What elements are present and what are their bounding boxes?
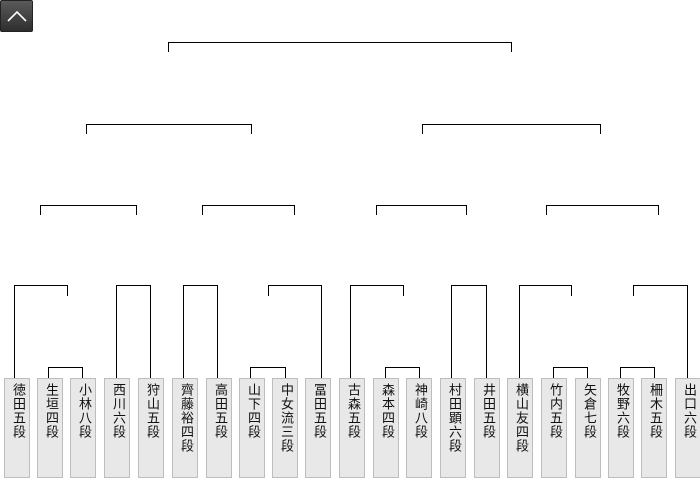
bracket-line: [48, 367, 83, 378]
player-name: 冨田五段: [311, 383, 326, 439]
player-slot: 井田五段: [474, 378, 500, 478]
player-name: 古森五段: [345, 383, 360, 439]
player-slot: 高田五段: [206, 378, 232, 478]
player-name: 村田顕六段: [446, 383, 461, 453]
bracket-line: [633, 285, 688, 378]
bracket-line: [116, 285, 151, 378]
player-name: 竹内五段: [547, 383, 562, 439]
player-name: 中女流三段: [278, 383, 293, 453]
bracket-line: [86, 124, 252, 134]
player-name: 山下四段: [245, 383, 260, 439]
player-name: 小林八段: [76, 383, 91, 439]
bracket-line: [451, 285, 487, 378]
bracket-line: [40, 205, 137, 215]
bracket-line: [202, 205, 295, 215]
bracket-line: [250, 367, 286, 378]
player-slot: 小林八段: [70, 378, 96, 478]
player-slot: 神崎八段: [406, 378, 432, 478]
player-slot: 出口六段: [675, 378, 700, 478]
bracket-line: [553, 367, 588, 378]
player-name: 狩山五段: [144, 383, 159, 439]
bracket-line: [376, 205, 467, 215]
player-slot: 齊藤裕四段: [172, 378, 198, 478]
player-slot: 牧野六段: [608, 378, 634, 478]
player-slot: 徳田五段: [4, 378, 30, 478]
bracket-line: [620, 367, 655, 378]
player-name: 井田五段: [480, 383, 495, 439]
player-slot: 狩山五段: [138, 378, 164, 478]
bracket-line: [168, 42, 512, 52]
player-slot: 山下四段: [239, 378, 265, 478]
bracket-line: [350, 285, 404, 378]
player-slot: 生垣四段: [37, 378, 63, 478]
bracket-line: [183, 285, 218, 378]
player-slot: 冨田五段: [305, 378, 331, 478]
player-name: 矢倉七段: [581, 383, 596, 439]
player-slot: 西川六段: [104, 378, 130, 478]
bracket-line: [546, 205, 659, 215]
player-slot: 森本四段: [373, 378, 399, 478]
player-name: 神崎八段: [412, 383, 427, 439]
bracket-line: [385, 367, 420, 378]
player-name: 牧野六段: [614, 383, 629, 439]
player-name: 高田五段: [212, 383, 227, 439]
player-name: 柵木五段: [647, 383, 662, 439]
bracket-line: [268, 285, 322, 378]
bracket-line: [14, 285, 68, 378]
player-slot: 竹内五段: [541, 378, 567, 478]
player-slot: 横山友四段: [507, 378, 533, 478]
player-slot: 中女流三段: [272, 378, 298, 478]
player-slot: 古森五段: [339, 378, 365, 478]
scroll-up-button[interactable]: [0, 0, 33, 32]
player-name: 出口六段: [681, 383, 696, 439]
bracket-line: [422, 124, 601, 134]
player-name: 徳田五段: [10, 383, 25, 439]
player-name: 齊藤裕四段: [178, 383, 193, 453]
player-slot: 矢倉七段: [575, 378, 601, 478]
player-slot: 村田顕六段: [440, 378, 466, 478]
player-name: 生垣四段: [43, 383, 58, 439]
player-name: 横山友四段: [513, 383, 528, 453]
player-name: 森本四段: [379, 383, 394, 439]
player-name: 西川六段: [110, 383, 125, 439]
chevron-up-icon: [6, 10, 27, 22]
bracket-line: [519, 285, 572, 378]
player-slot: 柵木五段: [641, 378, 667, 478]
